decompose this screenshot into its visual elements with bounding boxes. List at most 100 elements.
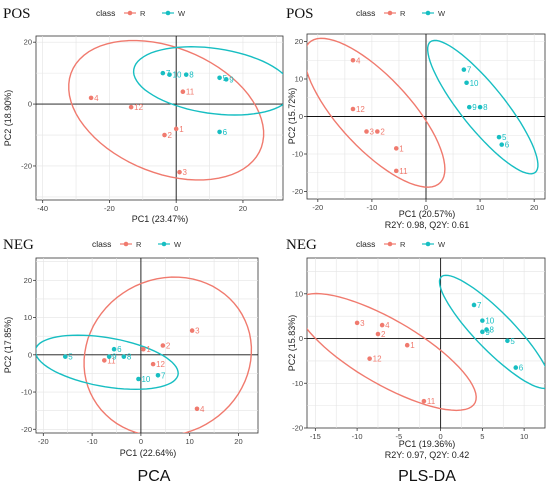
x-tick-label: -20 <box>38 437 49 446</box>
point-label: 6 <box>505 141 510 150</box>
point-label: 4 <box>385 321 390 330</box>
method-label-pca: PCA <box>138 468 171 485</box>
point-label: 9 <box>485 328 490 337</box>
method-label-plsda: PLS-DA <box>398 468 456 485</box>
legend-entry: R <box>400 240 406 249</box>
data-point <box>375 129 380 134</box>
data-point <box>379 322 385 328</box>
legend-key-marker <box>387 241 393 247</box>
x-tick-label: -40 <box>37 204 48 213</box>
point-label: 4 <box>94 94 99 103</box>
data-point <box>160 343 166 348</box>
confidence-ellipse-W <box>132 45 283 116</box>
data-point <box>162 132 167 138</box>
y-tick-label: -20 <box>292 424 303 433</box>
legend-entry: R <box>136 240 142 249</box>
chart-panel-bottom-left: -20 -10 0 10 20 -20 -10 0 10 20 3 2 1 12 11 4 69 8 5 7 10 NEG… <box>3 237 259 458</box>
y-tick-label: 10 <box>295 75 303 84</box>
data-point <box>350 106 356 112</box>
confidence-ellipse-W <box>427 39 539 175</box>
x-axis-label: PC1 (19.36%) <box>399 439 456 449</box>
legend: class R W <box>92 239 182 249</box>
data-point <box>136 376 141 382</box>
data-point <box>375 331 381 337</box>
x-axis-label: PC1 (23.47%) <box>132 214 189 224</box>
y-tick-label: 20 <box>24 276 32 285</box>
data-point <box>421 398 427 404</box>
y-tick-label: -20 <box>292 187 303 196</box>
data-point <box>466 104 472 110</box>
series-R: 3 42 1 12 11 <box>354 319 436 406</box>
x-tick-label: 5 <box>480 432 484 441</box>
data-point <box>505 338 510 344</box>
point-label: 1 <box>399 144 404 153</box>
x-tick-label: 20 <box>239 204 247 213</box>
legend: class R W <box>96 8 186 18</box>
legend-key-marker <box>127 10 133 16</box>
confidence-ellipse-W <box>36 334 179 391</box>
confidence-ellipse-R <box>307 292 477 412</box>
y-tick-label: 10 <box>24 313 32 322</box>
point-label: 4 <box>356 56 361 65</box>
data-point <box>194 406 200 412</box>
plot-content: 412111237108596 <box>68 39 283 181</box>
x-axis-label: PC1 (22.64%) <box>120 448 177 458</box>
legend-title: class <box>356 239 375 249</box>
legend-entry: R <box>140 9 146 18</box>
point-label: 2 <box>166 342 171 351</box>
point-label: 2 <box>380 128 385 137</box>
y-axis-label: PC2 (17.85%) <box>3 317 13 374</box>
y-tick-label: 20 <box>24 38 32 47</box>
y-tick-label: 0 <box>299 334 303 343</box>
x-tick-label: -10 <box>87 437 98 446</box>
data-point <box>155 372 161 378</box>
data-point <box>141 346 146 352</box>
point-label: 11 <box>427 397 436 406</box>
legend-key-marker <box>165 10 171 16</box>
confidence-ellipse-W <box>438 274 545 390</box>
x-tick-label: -15 <box>310 432 321 441</box>
legend-key-marker <box>161 241 167 247</box>
data-point <box>223 77 229 82</box>
point-label: 6 <box>223 128 228 137</box>
point-label: 2 <box>168 131 173 140</box>
data-point <box>480 318 485 323</box>
point-label: 12 <box>156 360 165 369</box>
data-point <box>183 72 189 77</box>
point-label: 1 <box>410 341 415 350</box>
point-label: 8 <box>490 326 495 335</box>
point-label: 3 <box>183 168 188 177</box>
legend-entry: W <box>174 240 182 249</box>
data-point <box>354 320 360 326</box>
data-point <box>88 95 94 101</box>
y-axis-label: PC2 (15.83%) <box>287 315 297 372</box>
data-point <box>499 142 505 147</box>
point-label: 10 <box>485 317 494 326</box>
data-point <box>180 89 186 94</box>
point-label: 11 <box>399 167 408 176</box>
x-tick-label: -10 <box>352 432 363 441</box>
point-label: 12 <box>373 355 382 364</box>
y-tick-label: -10 <box>21 388 32 397</box>
legend-entry: W <box>178 9 186 18</box>
point-label: 7 <box>467 66 472 75</box>
point-label: 2 <box>381 330 386 339</box>
grid <box>307 258 545 428</box>
legend-key-marker <box>425 241 431 247</box>
point-label: 6 <box>519 364 524 373</box>
data-point <box>160 70 166 76</box>
legend-title: class <box>356 8 375 18</box>
x-tick-label: -5 <box>396 432 403 441</box>
point-label: 7 <box>477 301 482 310</box>
point-label: 8 <box>189 71 194 80</box>
series-R: 3 2 1 12 11 4 <box>102 327 205 414</box>
confidence-ellipse-R <box>307 37 446 188</box>
data-point <box>364 129 369 134</box>
point-label: 5 <box>510 337 515 346</box>
data-point <box>111 346 117 352</box>
point-label: 1 <box>179 125 184 134</box>
data-point <box>367 356 372 361</box>
series-W: 7 10 9 8 56 <box>461 66 510 150</box>
plot-area <box>35 257 259 434</box>
data-point <box>106 354 112 359</box>
